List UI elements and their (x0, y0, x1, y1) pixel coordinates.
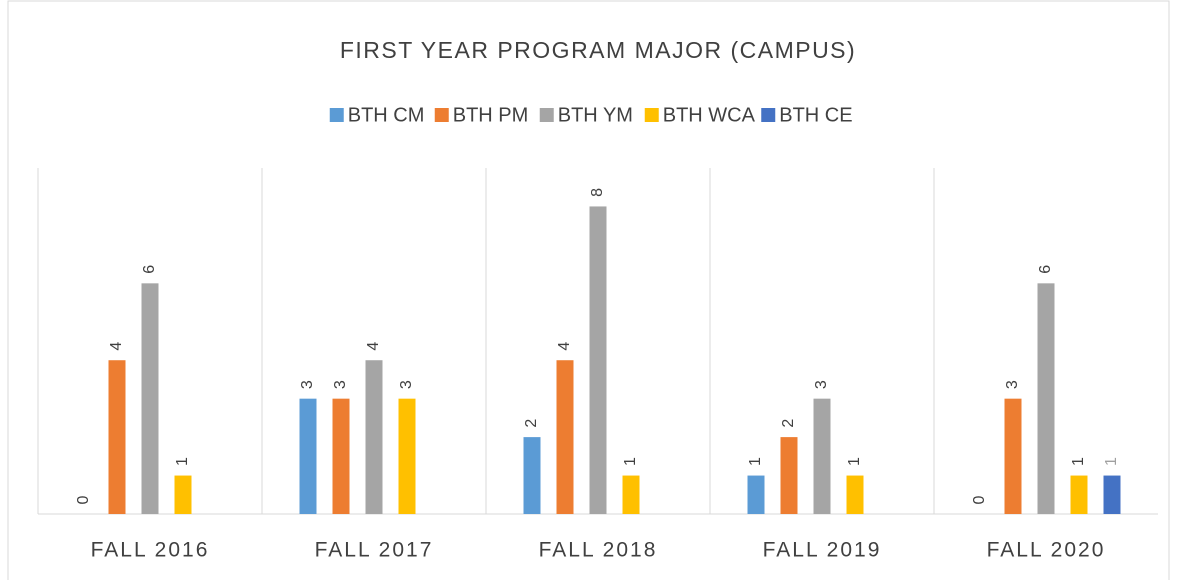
data-label: 4 (365, 342, 382, 351)
data-label: 1 (1070, 457, 1087, 466)
legend-swatch (539, 108, 554, 122)
legend-label: BTH PM (453, 104, 529, 126)
bar (174, 475, 192, 514)
x-tick-label: FALL 2020 (987, 539, 1106, 562)
bar (622, 475, 640, 514)
bar (1037, 283, 1055, 514)
legend-label: BTH CE (779, 104, 852, 126)
legend-swatch (329, 108, 344, 122)
data-label: 1 (622, 457, 639, 466)
bar (108, 360, 126, 514)
data-label: 1 (747, 457, 764, 466)
x-tick-label: FALL 2017 (315, 539, 434, 562)
bar (141, 283, 159, 514)
bar (1004, 398, 1022, 514)
chart-border (7, 0, 1170, 580)
bar (365, 360, 383, 514)
data-label: 3 (813, 380, 830, 389)
data-label: 2 (523, 419, 540, 428)
bar (747, 475, 765, 514)
bar (398, 398, 416, 514)
legend-label: BTH CM (348, 104, 425, 126)
legend-swatch (434, 108, 449, 122)
legend-label: BTH YM (558, 104, 633, 126)
data-label: 6 (141, 265, 158, 274)
data-label: 1 (846, 457, 863, 466)
bar (556, 360, 574, 514)
bar (523, 437, 541, 514)
data-label: 6 (1037, 265, 1054, 274)
x-tick-label: FALL 2018 (539, 539, 658, 562)
bar (1070, 475, 1088, 514)
data-label: 2 (780, 419, 797, 428)
bar (813, 398, 831, 514)
data-label: 8 (589, 188, 606, 197)
data-label: 0 (971, 495, 988, 504)
data-label: 4 (556, 342, 573, 351)
bar (589, 206, 607, 514)
legend-label: BTH WCA (663, 104, 756, 126)
x-tick-label: FALL 2019 (763, 539, 882, 562)
data-label: 1 (1103, 457, 1120, 466)
data-label: 3 (332, 380, 349, 389)
data-label: 3 (398, 380, 415, 389)
legend-swatch (644, 108, 659, 122)
data-label: 3 (1004, 380, 1021, 389)
data-label: 3 (299, 380, 316, 389)
bar (780, 437, 798, 514)
data-label: 4 (108, 342, 125, 351)
data-label: 0 (75, 495, 92, 504)
chart-title: FIRST YEAR PROGRAM MAJOR (CAMPUS) (340, 37, 856, 63)
legend-swatch (761, 108, 776, 122)
bar (1103, 475, 1121, 514)
x-tick-label: FALL 2016 (91, 539, 210, 562)
data-label: 1 (174, 457, 191, 466)
bar (332, 398, 350, 514)
bar (846, 475, 864, 514)
bar (299, 398, 317, 514)
